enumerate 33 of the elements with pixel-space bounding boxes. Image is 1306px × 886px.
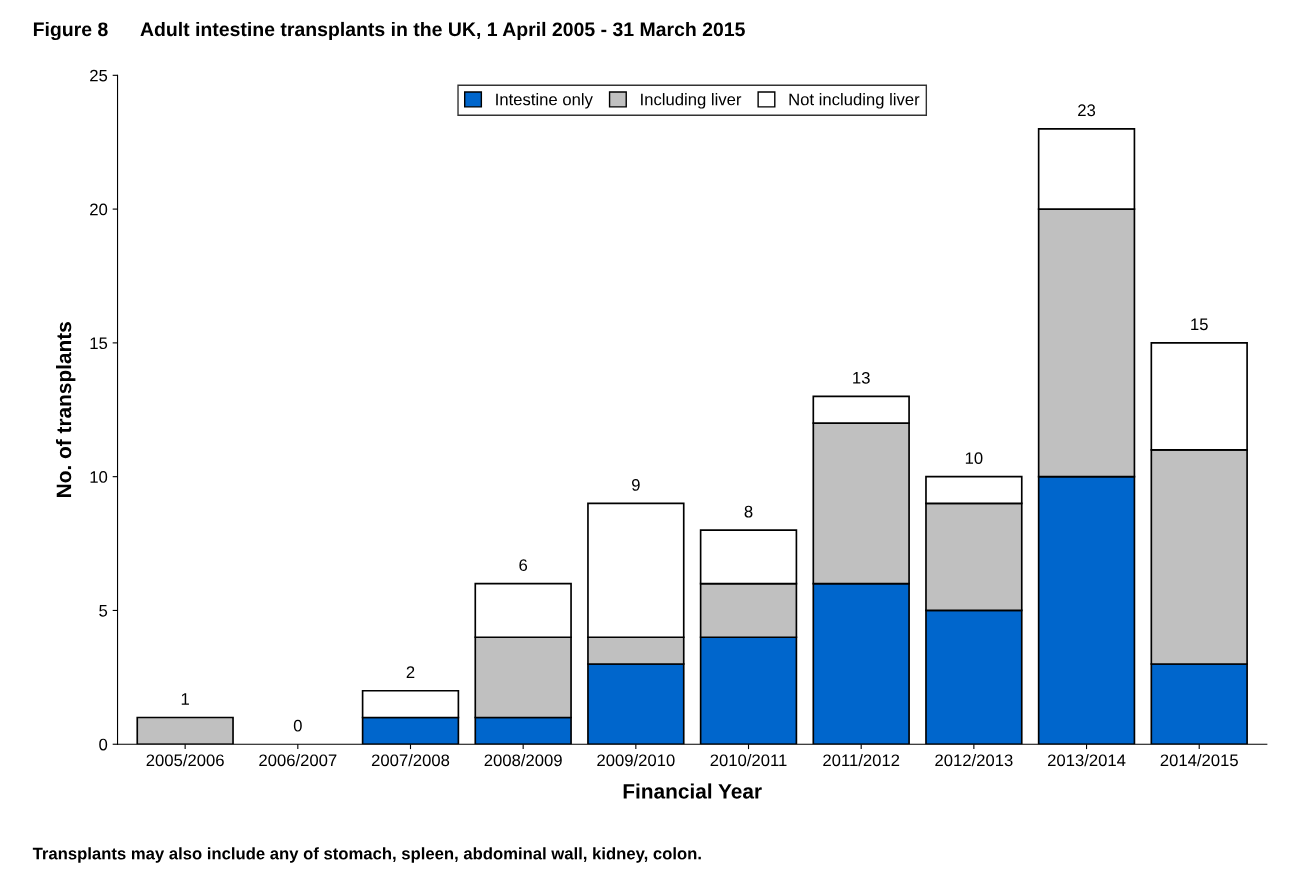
x-tick-label: 2009/2010 — [597, 753, 675, 767]
total-label: 13 — [853, 371, 870, 384]
y-tick-label: 25 — [90, 69, 108, 82]
y-tick-label: 20 — [90, 203, 108, 216]
text: Transplants may also include any of stomach, spleen, abdominal wall, kidney, colon. — [32, 847, 701, 863]
y-tick-label: 0 — [99, 738, 108, 751]
y-tick-label: 10 — [90, 471, 108, 483]
legend-label: Including liver — [641, 93, 742, 109]
total-label: 0 — [293, 719, 302, 732]
y-axis-title: No. of transplants — [55, 322, 76, 497]
x-tick-label: 2012/2013 — [935, 753, 1013, 767]
total-label: 6 — [519, 559, 528, 572]
y-tick-label: 5 — [99, 605, 108, 617]
x-tick-label: 2013/2014 — [1047, 753, 1126, 767]
x-tick-label: 2010/2011 — [710, 753, 787, 767]
x-tick-label: 2007/2008 — [371, 753, 450, 767]
total-label: 15 — [1191, 318, 1208, 331]
total-label: 23 — [1078, 104, 1096, 117]
x-tick-label: 2008/2009 — [484, 753, 562, 767]
chart-title: Figure 8 Adult intestine transplants in the UK, 1 April 2005 - 31 March 2015 — [33, 21, 745, 41]
total-label: 1 — [181, 693, 189, 705]
legend-label: Intestine only — [496, 93, 593, 109]
x-tick-label: 2006/2007 — [259, 753, 337, 767]
x-axis-title: Financial Year — [623, 783, 762, 799]
y-tick-label: 15 — [90, 337, 108, 350]
x-tick-label: 2011/2012 — [823, 753, 900, 767]
total-label: 2 — [406, 666, 415, 678]
total-label: 8 — [744, 505, 753, 518]
x-tick-label: 2005/2006 — [146, 753, 224, 767]
total-label: 10 — [965, 452, 983, 465]
legend-label: Not including liver — [789, 93, 920, 109]
total-label: 9 — [631, 478, 640, 491]
x-tick-label: 2014/2015 — [1160, 753, 1238, 767]
